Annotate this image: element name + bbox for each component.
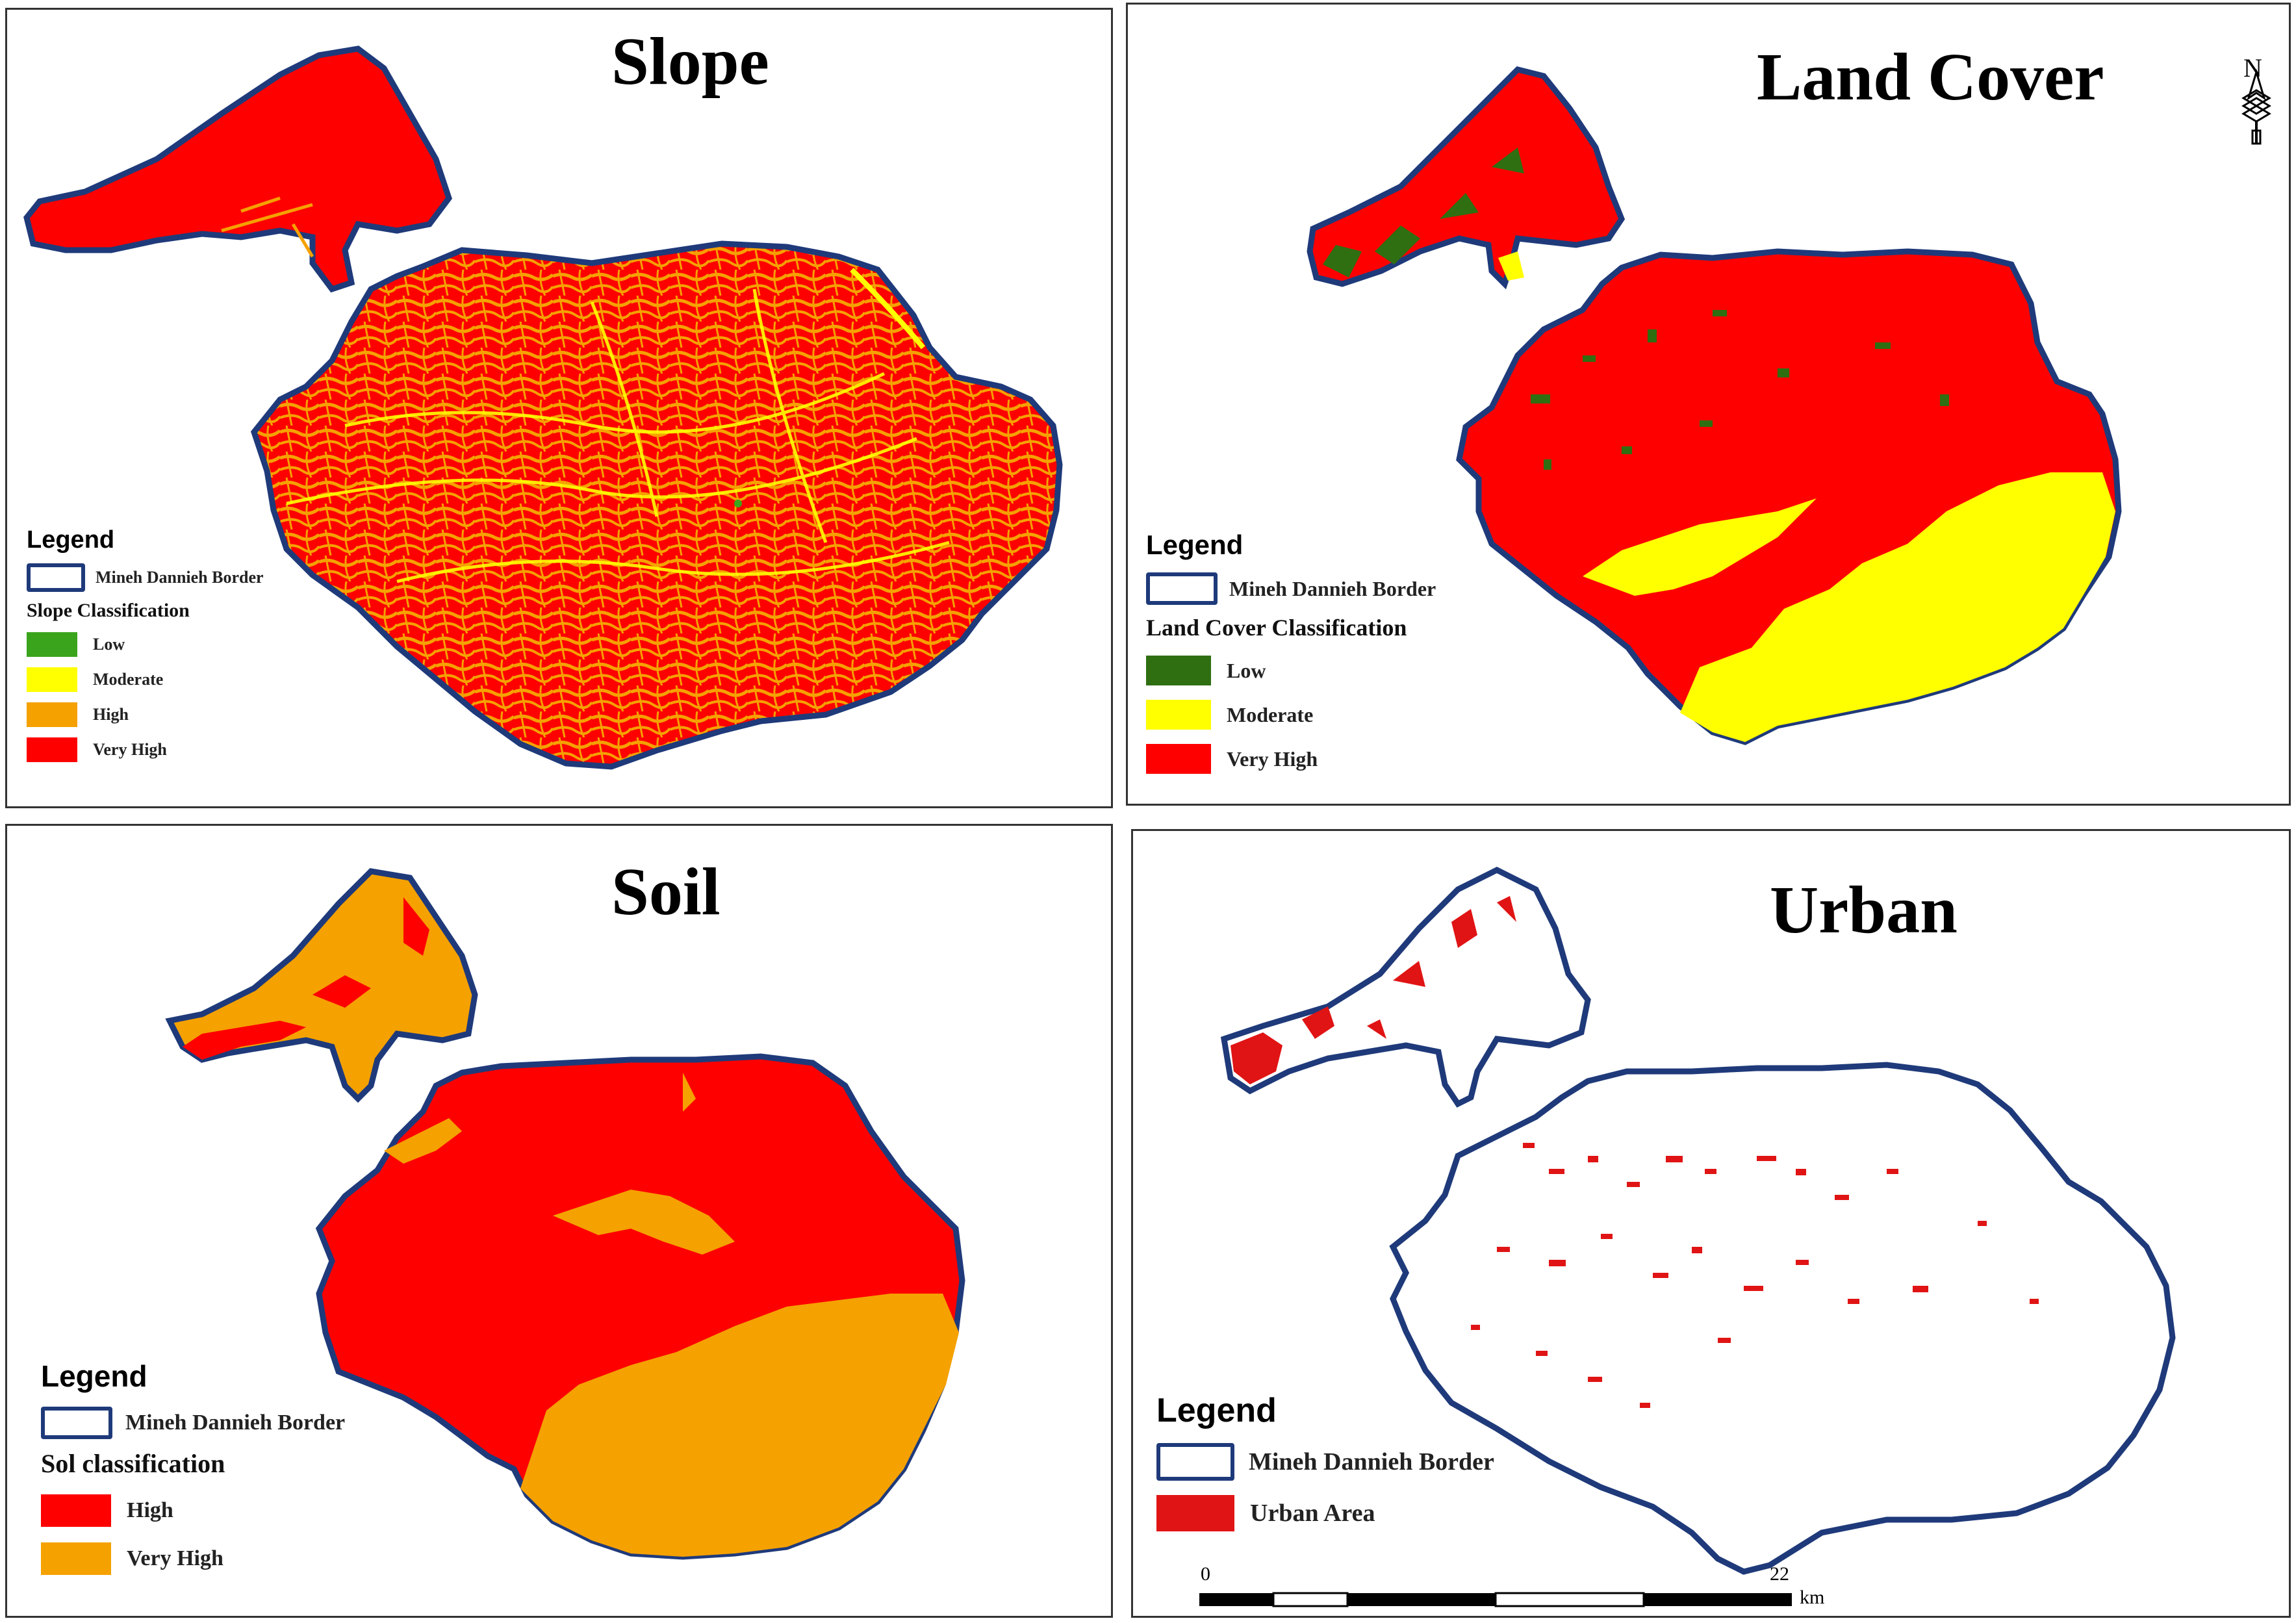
urban-main-areas xyxy=(1471,1143,2039,1408)
class-swatch xyxy=(41,1494,111,1527)
legend-classes: Low Moderate High Very High xyxy=(27,632,264,762)
urban-region-main xyxy=(1389,1062,2176,1575)
urban-panel: Urban Legend Mineh Dannieh Border Urban … xyxy=(1131,829,2291,1618)
legend-label-border: Mineh Dannieh Border xyxy=(96,568,264,587)
class-swatch xyxy=(27,667,77,692)
soil-panel: Soil Legend Mineh Dannieh Border Sol cla… xyxy=(5,824,1113,1618)
landcover-panel: Land Cover N Legend Mineh Dannieh Border… xyxy=(1126,3,2291,806)
legend-classification-title: Sol classification xyxy=(41,1449,225,1478)
landcover-map xyxy=(1307,66,2122,745)
border-swatch xyxy=(41,1407,112,1439)
class-label: Low xyxy=(93,635,125,654)
scale-start-label: 0 xyxy=(1201,1563,1210,1585)
legend-classes: High Very High xyxy=(41,1494,345,1575)
landcover-moderate-area xyxy=(1680,472,2115,742)
class-swatch xyxy=(41,1542,111,1575)
legend-label-border: Mineh Dannieh Border xyxy=(125,1411,346,1435)
soil-region-nw xyxy=(165,868,478,1103)
urban-region-nw xyxy=(1220,866,1591,1108)
class-label: Very High xyxy=(1227,747,1318,771)
urban-map xyxy=(1220,866,2176,1575)
legend-classes: Urban Area xyxy=(1156,1495,1494,1531)
landcover-title: Land Cover xyxy=(1757,40,2104,114)
slope-panel: Slope Legend Mineh Dannieh Border Slope … xyxy=(5,8,1113,808)
legend-row-class: High xyxy=(41,1494,345,1527)
soil-very-high-streaks xyxy=(384,1073,735,1255)
class-label: Moderate xyxy=(1227,702,1314,726)
landcover-low-patches xyxy=(1531,310,1949,470)
border-swatch xyxy=(27,563,85,592)
border-swatch xyxy=(1146,572,1218,605)
legend-row-class: Moderate xyxy=(27,667,264,692)
legend-title: Legend xyxy=(1146,530,1244,560)
north-arrow: N xyxy=(2230,53,2282,150)
landcover-legend: Legend Mineh Dannieh Border Land Cover C… xyxy=(1146,530,1436,774)
legend-title: Legend xyxy=(27,526,115,554)
landcover-nw-low xyxy=(1323,147,1524,277)
class-swatch xyxy=(27,702,77,727)
legend-row-class: Very High xyxy=(27,737,264,762)
slope-region-nw xyxy=(23,45,453,293)
urban-legend: Legend Mineh Dannieh Border Urban Area xyxy=(1156,1391,1494,1531)
slope-nw-streaks xyxy=(221,196,314,258)
landcover-nw-moderate xyxy=(1498,251,1524,281)
scale-bar-graphic xyxy=(1199,1592,1792,1607)
soil-legend: Legend Mineh Dannieh Border Sol classifi… xyxy=(41,1359,345,1575)
legend-classification-title: Slope Classification xyxy=(27,600,190,621)
legend-row-border: Mineh Dannieh Border xyxy=(1146,572,1436,605)
legend-row-class: Moderate xyxy=(1146,700,1436,730)
urban-nw-areas xyxy=(1231,896,1516,1084)
class-label: Urban Area xyxy=(1250,1500,1375,1527)
legend-row-class: Very High xyxy=(41,1542,345,1575)
class-swatch xyxy=(1146,656,1211,685)
class-swatch xyxy=(1146,700,1211,730)
slope-low-patch xyxy=(734,500,742,507)
legend-row-class: Low xyxy=(27,632,264,657)
class-label: High xyxy=(127,1498,173,1522)
legend-classification-title: Land Cover Classification xyxy=(1146,615,1407,641)
soil-map xyxy=(165,868,965,1560)
slope-map xyxy=(23,45,1063,770)
legend-row-border: Mineh Dannieh Border xyxy=(1156,1443,1494,1481)
class-swatch xyxy=(1146,744,1211,774)
landcover-region-nw xyxy=(1307,66,1626,290)
legend-label-border: Mineh Dannieh Border xyxy=(1249,1448,1494,1476)
slope-region-main xyxy=(250,240,1063,770)
slope-legend: Legend Mineh Dannieh Border Slope Classi… xyxy=(27,526,264,762)
north-arrow-icon xyxy=(2241,68,2271,145)
legend-row-class: Very High xyxy=(1146,744,1436,774)
class-swatch xyxy=(27,632,77,657)
legend-row-class: Low xyxy=(1146,656,1436,685)
soil-nw-high xyxy=(183,897,429,1060)
soil-title: Soil xyxy=(611,854,721,929)
class-label: High xyxy=(93,705,129,724)
class-label: Very High xyxy=(93,740,167,759)
slope-edge-highlight xyxy=(850,268,926,350)
scale-bar: 0 22 km xyxy=(1198,1563,1887,1615)
legend-row-border: Mineh Dannieh Border xyxy=(41,1407,345,1439)
class-label: Low xyxy=(1227,658,1266,682)
legend-classes: Low Moderate Very High xyxy=(1146,656,1436,774)
slope-valleys xyxy=(286,288,950,583)
urban-title: Urban xyxy=(1770,873,1958,947)
soil-very-high-area xyxy=(520,1294,959,1557)
legend-row-border: Mineh Dannieh Border xyxy=(27,563,264,592)
legend-row-class: High xyxy=(27,702,264,727)
border-swatch xyxy=(1156,1443,1234,1481)
legend-label-border: Mineh Dannieh Border xyxy=(1229,576,1436,600)
class-swatch xyxy=(27,737,77,762)
landcover-moderate-streak xyxy=(1583,498,1817,596)
scale-unit-label: km xyxy=(1800,1587,1825,1608)
legend-title: Legend xyxy=(1156,1392,1277,1429)
legend-title: Legend xyxy=(41,1359,147,1393)
slope-title: Slope xyxy=(611,24,769,99)
legend-row-class: Urban Area xyxy=(1156,1495,1494,1531)
class-label: Moderate xyxy=(93,670,164,689)
class-swatch xyxy=(1156,1495,1234,1531)
scale-end-label: 22 xyxy=(1770,1563,1789,1585)
class-label: Very High xyxy=(127,1546,223,1570)
